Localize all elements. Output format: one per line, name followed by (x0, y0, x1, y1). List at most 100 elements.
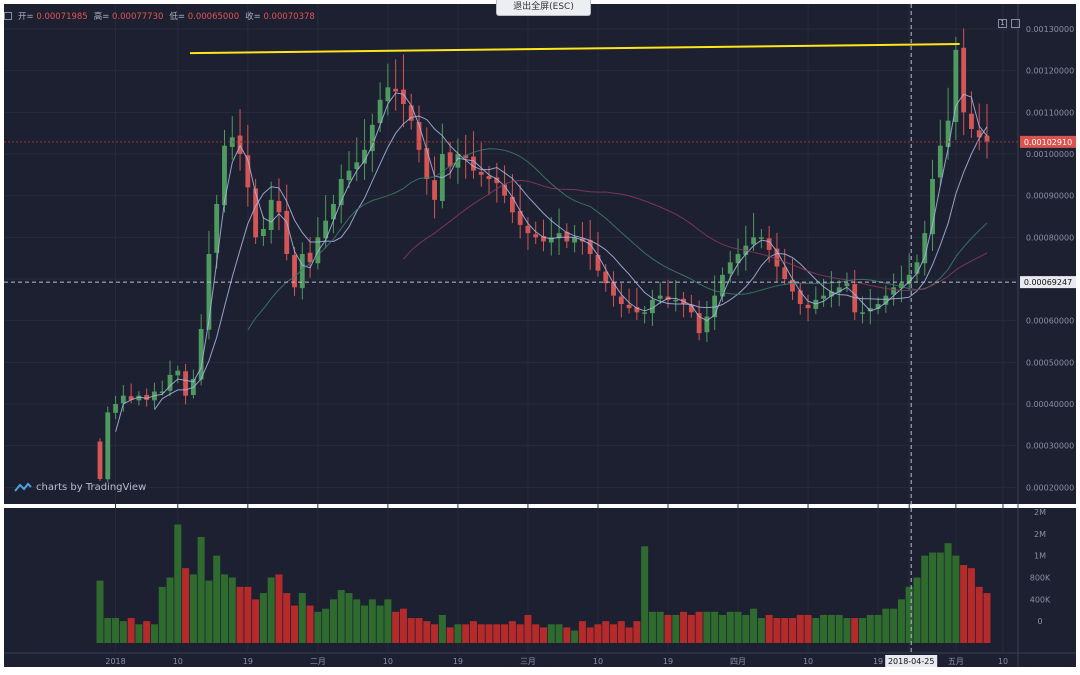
candle-body (611, 282, 616, 296)
candle-body (766, 238, 772, 250)
candle-body (712, 295, 718, 318)
volume-tick-label: 400K (1030, 595, 1051, 604)
volume-bar (882, 608, 890, 643)
candle-body (899, 283, 904, 289)
volume-bar (718, 614, 726, 643)
candle-body (377, 99, 383, 124)
volume-tick-label: 1M (1034, 552, 1046, 561)
time-tick-label: 10 (173, 657, 183, 666)
volume-bar (501, 624, 509, 643)
volume-bar (711, 611, 719, 643)
exit-fullscreen-button[interactable]: 退出全屏(ESC) (496, 0, 591, 16)
price-tick-label: 0.00020000 (1026, 483, 1074, 492)
candle-body (268, 199, 274, 231)
candle-body (478, 171, 484, 175)
ma-fast-line (115, 92, 988, 432)
candle-body (797, 290, 803, 304)
volume-bar (890, 608, 898, 643)
candle-body (517, 210, 523, 225)
candle-body (299, 254, 305, 289)
volume-bar (781, 618, 789, 643)
volume-bar (625, 627, 633, 643)
volume-bar (469, 621, 477, 643)
candle-body (408, 105, 414, 121)
volume-bar (485, 624, 493, 643)
tradingview-branding[interactable]: charts by TradingView (14, 482, 146, 493)
volume-bar (516, 624, 524, 643)
candle-body (634, 307, 640, 313)
candle-body (541, 236, 546, 242)
candle-body (113, 404, 118, 413)
volume-bar (726, 611, 734, 643)
volume-bar (703, 611, 711, 643)
volume-bar (757, 618, 765, 643)
candle-body (883, 295, 889, 305)
volume-bar (252, 599, 260, 643)
volume-bar (672, 614, 680, 643)
volume-bar (827, 614, 835, 643)
volume-bar (967, 568, 975, 643)
volume-bar (586, 627, 594, 643)
candle-body (774, 248, 780, 267)
price-pane-bg (4, 4, 1076, 504)
volume-bar (539, 627, 548, 643)
volume-bar (96, 580, 104, 643)
volume-bar (407, 618, 415, 643)
time-tick-label: 19 (873, 657, 883, 666)
volume-bar (524, 614, 532, 643)
candle-body (906, 274, 912, 285)
candle-body (626, 304, 632, 309)
candle-body (509, 196, 515, 213)
settings-square-icon[interactable]: 1 (998, 19, 1007, 28)
price-tick-label: 0.00100000 (1026, 150, 1074, 159)
candle-body (945, 120, 951, 147)
volume-bar (143, 621, 151, 643)
volume-bar (610, 624, 618, 643)
crosshair-price-tag (1020, 276, 1076, 289)
time-tick-label: 10 (803, 657, 813, 666)
volume-bar (438, 614, 446, 643)
volume-bar (345, 593, 353, 643)
volume-bar (851, 618, 859, 643)
collapse-square-icon[interactable] (1011, 19, 1020, 28)
ma-slow-line (247, 148, 988, 331)
time-tick-label: 19 (453, 657, 463, 666)
candle-body (424, 148, 430, 179)
candle-body (245, 155, 251, 188)
volume-bar (641, 546, 649, 643)
candle-body (603, 271, 609, 284)
candle-body (525, 225, 531, 234)
time-tick-label: 四月 (730, 657, 746, 666)
volume-bar (197, 536, 205, 643)
volume-bar (493, 624, 501, 643)
volume-bar (835, 614, 843, 643)
volume-bar (687, 614, 695, 643)
candle-body (416, 122, 422, 150)
close-label: 收= (245, 12, 261, 22)
volume-bar (244, 586, 252, 643)
volume-bar (220, 574, 228, 643)
time-tick-label: 2018 (105, 657, 125, 666)
candle-body (836, 287, 842, 293)
volume-bar (112, 618, 120, 643)
close-value: 0.00070378 (263, 12, 315, 22)
candle-body (315, 237, 321, 264)
time-tick-label: 19 (243, 657, 253, 666)
volume-tick-label: 2M (1034, 508, 1046, 517)
candle-body (486, 176, 492, 179)
price-tick-label: 0.00030000 (1026, 442, 1074, 451)
candle-body (844, 283, 850, 287)
volume-bar (656, 611, 664, 643)
volume-bar (135, 624, 143, 643)
volume-bars (96, 524, 991, 643)
volume-tick-label: 2M (1034, 530, 1046, 539)
candle-body (704, 316, 710, 333)
volume-bar (384, 599, 392, 643)
volume-bar (897, 599, 905, 643)
expand-plus-icon[interactable] (4, 12, 12, 20)
time-tick-label: 五月 (948, 657, 964, 666)
candle-body (105, 412, 111, 480)
volume-bar (633, 621, 641, 643)
